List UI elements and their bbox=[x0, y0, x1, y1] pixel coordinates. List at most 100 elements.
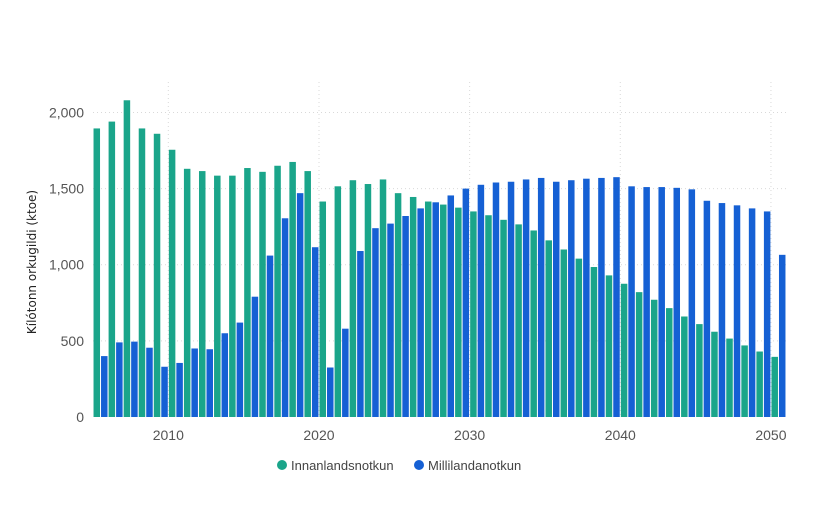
bar-millilandanotkun-2020 bbox=[327, 367, 334, 417]
bar-innanlandsnotkun-2021 bbox=[334, 186, 342, 417]
bar-millilandanotkun-2027 bbox=[432, 202, 439, 417]
bar-millilandanotkun-2039 bbox=[613, 177, 620, 417]
y-tick-label: 1,500 bbox=[49, 181, 84, 197]
bar-millilandanotkun-2025 bbox=[402, 216, 409, 417]
bars-layer bbox=[93, 100, 786, 418]
bar-millilandanotkun-2029 bbox=[462, 188, 470, 417]
bar-innanlandsnotkun-2014 bbox=[229, 175, 236, 417]
bar-innanlandsnotkun-2023 bbox=[364, 184, 372, 417]
bar-innanlandsnotkun-2011 bbox=[183, 168, 191, 417]
bar-innanlandsnotkun-2017 bbox=[274, 165, 281, 417]
bar-innanlandsnotkun-2020 bbox=[319, 201, 327, 417]
bar-innanlandsnotkun-2041 bbox=[635, 292, 643, 417]
bar-millilandanotkun-2026 bbox=[417, 208, 424, 417]
bar-millilandanotkun-2028 bbox=[447, 195, 455, 417]
bar-millilandanotkun-2030 bbox=[477, 184, 485, 417]
bar-innanlandsnotkun-2045 bbox=[696, 324, 703, 417]
bar-millilandanotkun-2032 bbox=[507, 181, 515, 417]
bar-innanlandsnotkun-2015 bbox=[244, 168, 251, 417]
bar-innanlandsnotkun-2046 bbox=[711, 331, 718, 417]
bar-millilandanotkun-2017 bbox=[281, 218, 289, 417]
bar-innanlandsnotkun-2037 bbox=[575, 258, 583, 417]
bar-innanlandsnotkun-2012 bbox=[198, 171, 206, 417]
bar-millilandanotkun-2010 bbox=[176, 362, 183, 417]
bar-millilandanotkun-2035 bbox=[552, 181, 560, 417]
bar-innanlandsnotkun-2035 bbox=[545, 240, 552, 417]
y-tick-label: 500 bbox=[61, 333, 85, 349]
bar-millilandanotkun-2037 bbox=[583, 178, 590, 417]
bar-innanlandsnotkun-2007 bbox=[123, 100, 131, 418]
bar-millilandanotkun-2050 bbox=[778, 254, 786, 417]
bar-millilandanotkun-2024 bbox=[387, 223, 394, 417]
y-tick-label: 0 bbox=[76, 409, 84, 425]
bar-millilandanotkun-2047 bbox=[733, 205, 741, 417]
bar-millilandanotkun-2005 bbox=[101, 356, 108, 417]
bar-millilandanotkun-2021 bbox=[342, 328, 349, 417]
legend-label-millilandanotkun[interactable]: Millilandanotkun bbox=[428, 458, 521, 473]
bar-innanlandsnotkun-2031 bbox=[485, 215, 492, 417]
bar-innanlandsnotkun-2050 bbox=[771, 356, 778, 417]
bar-innanlandsnotkun-2028 bbox=[440, 204, 447, 417]
bar-innanlandsnotkun-2016 bbox=[259, 171, 266, 417]
bar-millilandanotkun-2036 bbox=[568, 180, 575, 417]
bar-innanlandsnotkun-2048 bbox=[741, 345, 748, 417]
x-tick-label: 2030 bbox=[454, 427, 485, 443]
y-tick-label: 1,000 bbox=[49, 257, 84, 273]
bar-millilandanotkun-2043 bbox=[673, 187, 681, 417]
bar-millilandanotkun-2012 bbox=[206, 349, 213, 417]
x-tick-label: 2020 bbox=[303, 427, 334, 443]
bar-innanlandsnotkun-2039 bbox=[605, 275, 613, 417]
bar-millilandanotkun-2033 bbox=[522, 179, 530, 417]
bar-millilandanotkun-2049 bbox=[763, 211, 771, 417]
bar-innanlandsnotkun-2032 bbox=[500, 219, 507, 417]
bar-innanlandsnotkun-2026 bbox=[409, 196, 417, 417]
bar-millilandanotkun-2045 bbox=[703, 200, 711, 417]
bar-innanlandsnotkun-2040 bbox=[620, 283, 628, 417]
bar-millilandanotkun-2018 bbox=[296, 193, 304, 417]
x-tick-label: 2040 bbox=[605, 427, 636, 443]
bar-innanlandsnotkun-2006 bbox=[108, 121, 116, 417]
bar-innanlandsnotkun-2038 bbox=[590, 267, 598, 417]
bar-millilandanotkun-2041 bbox=[643, 187, 650, 417]
bar-innanlandsnotkun-2044 bbox=[681, 316, 688, 417]
bar-millilandanotkun-2042 bbox=[658, 187, 665, 417]
bar-millilandanotkun-2007 bbox=[131, 341, 138, 418]
bar-millilandanotkun-2023 bbox=[372, 228, 379, 417]
bar-millilandanotkun-2040 bbox=[628, 186, 635, 417]
bar-innanlandsnotkun-2042 bbox=[650, 299, 658, 417]
bar-innanlandsnotkun-2029 bbox=[455, 207, 462, 418]
bar-innanlandsnotkun-2019 bbox=[304, 171, 311, 417]
legend-label-innanlandsnotkun[interactable]: Innanlandsnotkun bbox=[291, 458, 394, 473]
bar-millilandanotkun-2013 bbox=[221, 333, 229, 417]
bar-millilandanotkun-2014 bbox=[236, 322, 244, 417]
bar-millilandanotkun-2038 bbox=[598, 177, 605, 417]
bar-innanlandsnotkun-2018 bbox=[289, 161, 296, 417]
bar-millilandanotkun-2048 bbox=[748, 208, 756, 417]
y-tick-label: 2,000 bbox=[49, 104, 84, 120]
bar-millilandanotkun-2016 bbox=[266, 255, 274, 417]
bar-millilandanotkun-2019 bbox=[311, 247, 319, 417]
bar-millilandanotkun-2046 bbox=[718, 203, 726, 417]
bar-innanlandsnotkun-2027 bbox=[424, 201, 432, 417]
bar-innanlandsnotkun-2043 bbox=[666, 308, 673, 418]
bar-innanlandsnotkun-2013 bbox=[214, 175, 221, 417]
bar-innanlandsnotkun-2033 bbox=[515, 224, 522, 417]
bar-innanlandsnotkun-2005 bbox=[93, 128, 101, 417]
x-tick-label: 2010 bbox=[153, 427, 184, 443]
bar-millilandanotkun-2009 bbox=[161, 366, 168, 417]
axis-layer: 0 500 1,000 1,500 2,000 2010 2020 2030 2040 2050 bbox=[49, 104, 787, 443]
bar-millilandanotkun-2022 bbox=[357, 251, 364, 417]
bar-innanlandsnotkun-2047 bbox=[726, 338, 733, 417]
y-axis-title: Kílótonn orkugildi (ktoe) bbox=[25, 190, 39, 334]
bar-innanlandsnotkun-2049 bbox=[756, 351, 763, 417]
legend-marker-millilandanotkun bbox=[414, 460, 424, 470]
bar-millilandanotkun-2044 bbox=[688, 189, 696, 417]
bar-innanlandsnotkun-2009 bbox=[153, 133, 161, 417]
x-tick-label: 2050 bbox=[755, 427, 786, 443]
bar-millilandanotkun-2015 bbox=[251, 296, 259, 417]
legend-marker-innanlandsnotkun bbox=[277, 460, 287, 470]
bar-innanlandsnotkun-2030 bbox=[470, 211, 477, 417]
bar-innanlandsnotkun-2034 bbox=[530, 230, 537, 417]
